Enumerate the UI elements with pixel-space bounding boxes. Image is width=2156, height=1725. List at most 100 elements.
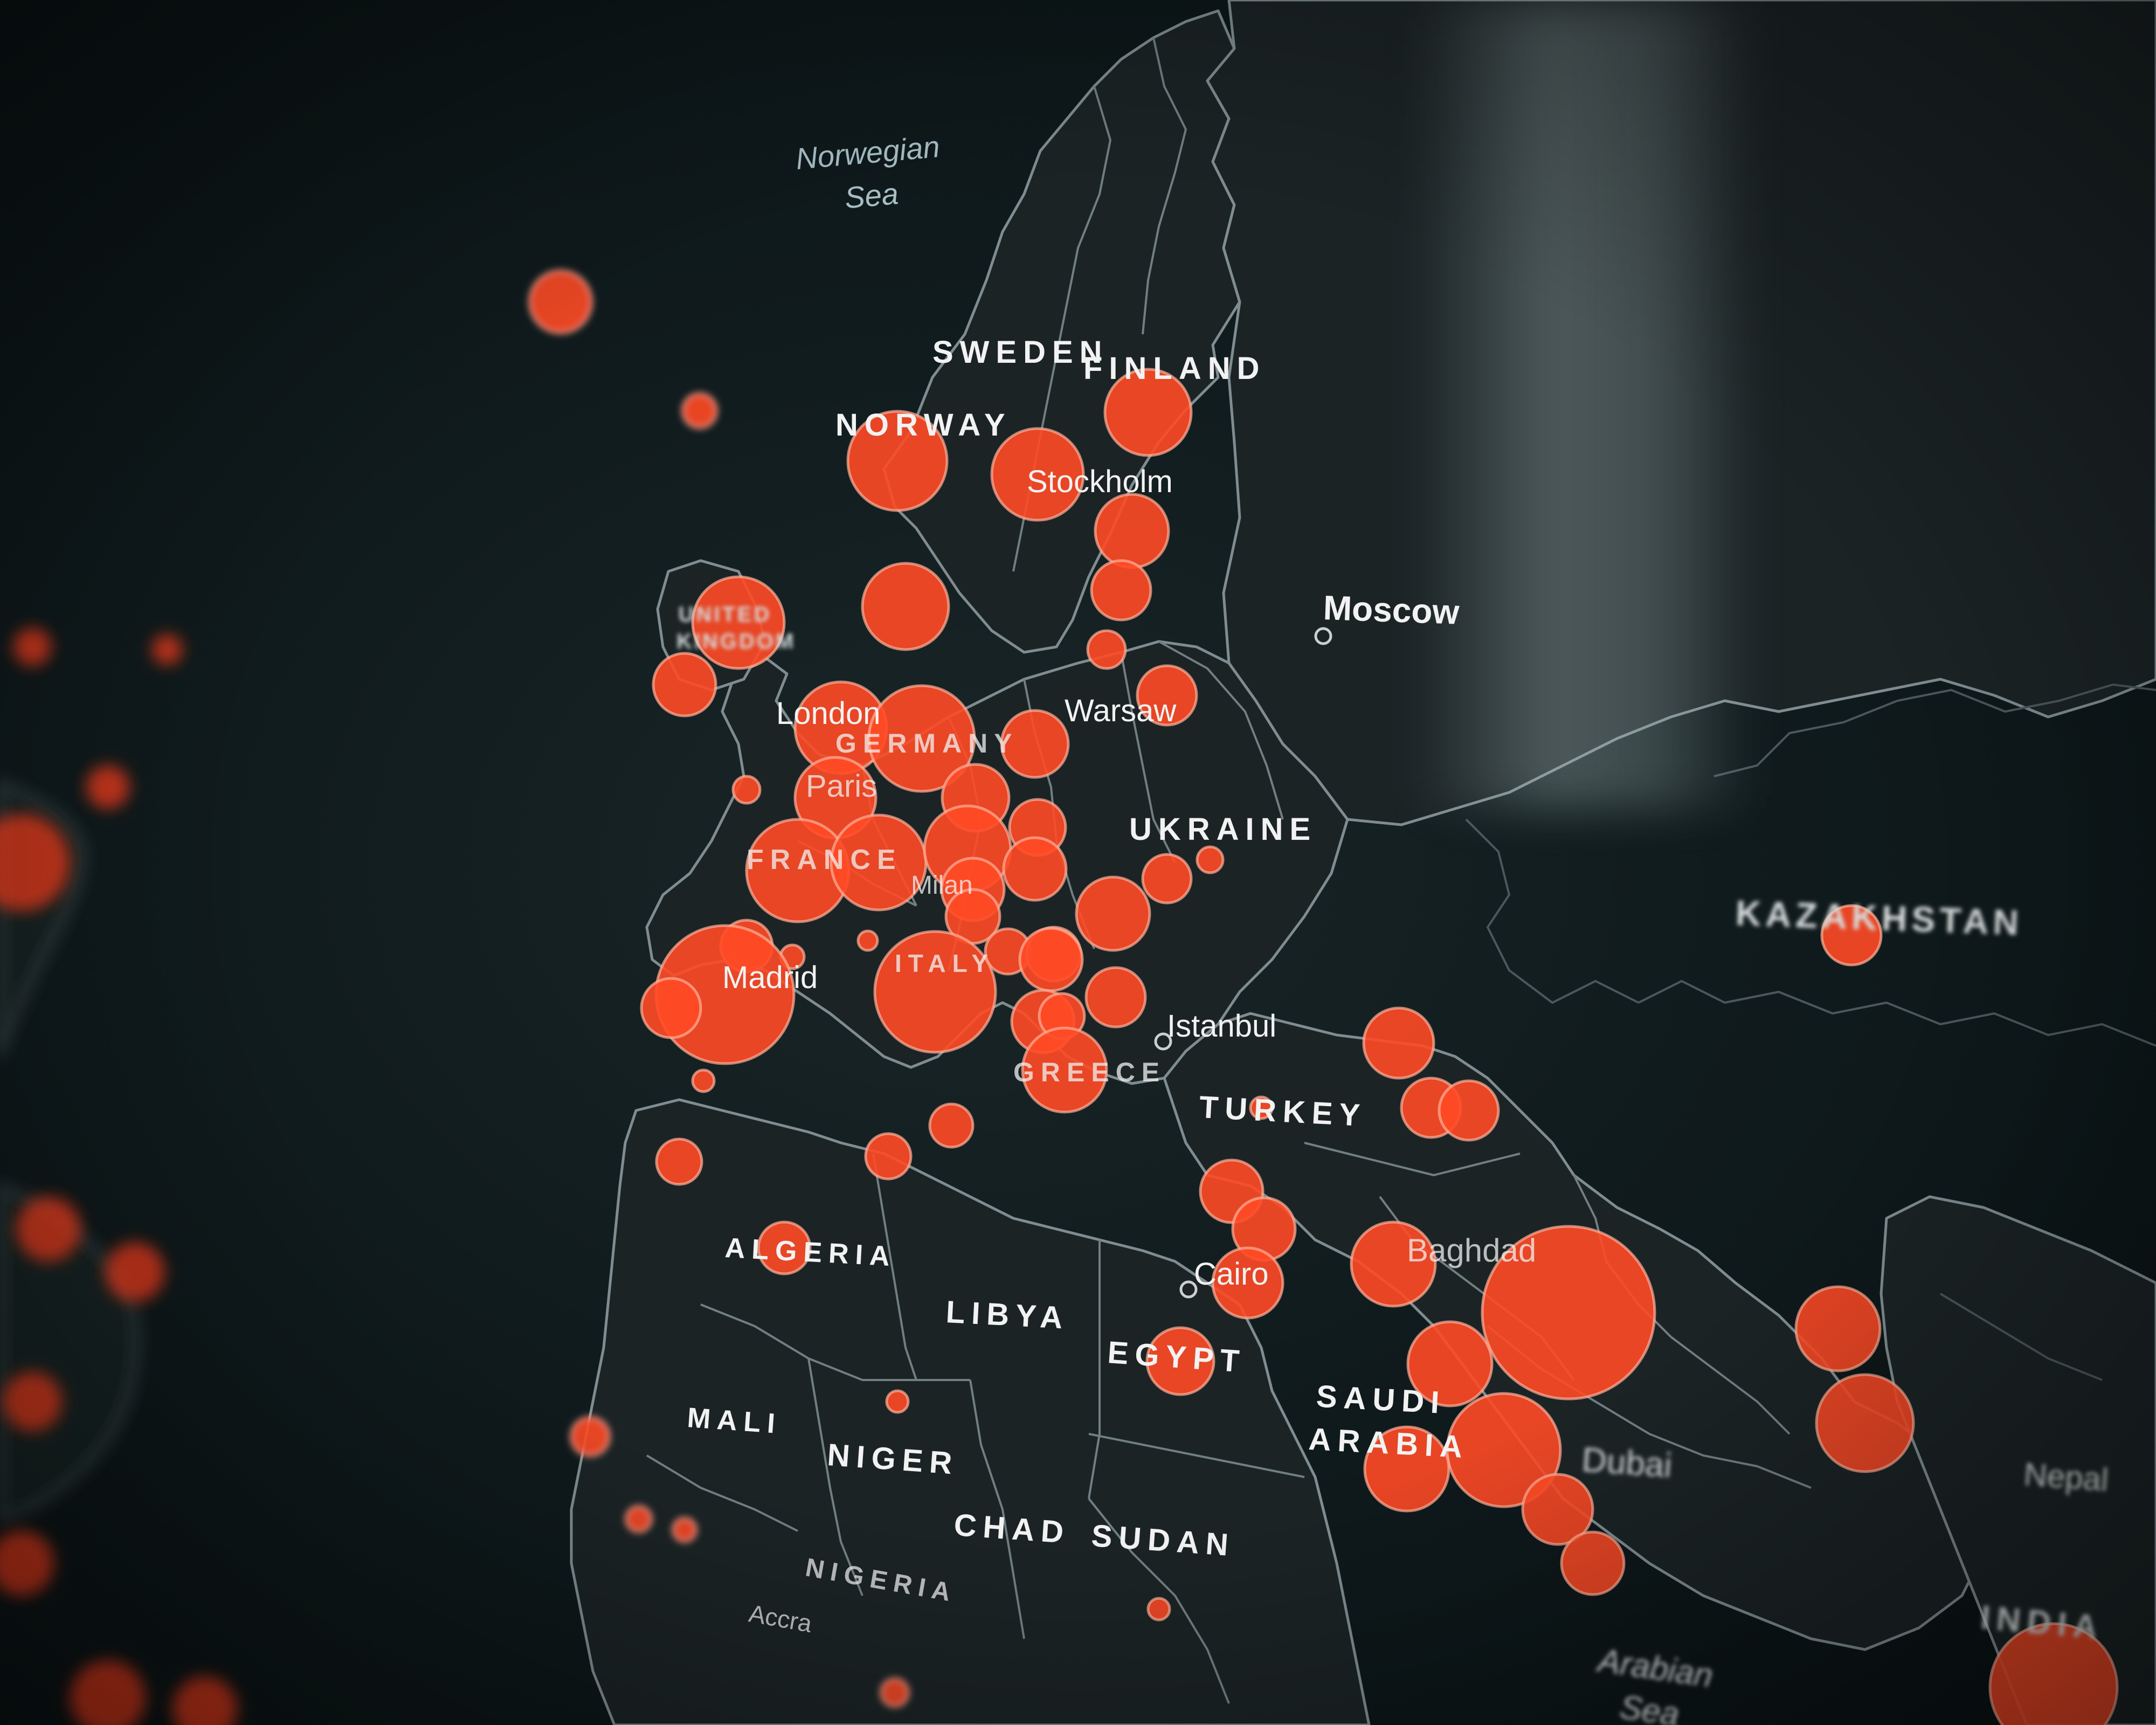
label-france: FRANCE (747, 844, 902, 875)
cairo-marker[interactable] (1179, 1280, 1198, 1299)
data-bubble[interactable] (1820, 904, 1883, 967)
data-bubble[interactable] (864, 1132, 913, 1181)
data-bubble[interactable] (1075, 875, 1151, 952)
label-nepal: Nepal (2022, 1456, 2110, 1498)
data-bubble[interactable] (1446, 1392, 1562, 1508)
label-saudi-arabia: SAUDI ARABIA (1308, 1375, 1473, 1469)
data-bubble[interactable] (1211, 1246, 1284, 1320)
istanbul-marker[interactable] (1154, 1032, 1172, 1051)
data-bubble[interactable] (861, 562, 950, 651)
data-bubble[interactable] (1362, 1006, 1435, 1080)
label-london: London (776, 696, 881, 731)
label-greece: GREECE (1013, 1057, 1166, 1087)
moscow-marker[interactable] (1314, 627, 1332, 645)
data-bubble[interactable] (879, 1677, 910, 1708)
label-istanbul: Istanbul (1167, 1009, 1277, 1044)
data-bubble[interactable] (86, 765, 129, 809)
data-bubble[interactable] (1249, 1095, 1274, 1120)
data-bubble[interactable] (1794, 1285, 1882, 1372)
data-bubble[interactable] (1136, 664, 1198, 727)
data-bubble[interactable] (13, 628, 51, 666)
data-bubble[interactable] (1815, 1373, 1915, 1473)
data-bubble[interactable] (691, 575, 786, 670)
label-cairo: Cairo (1194, 1257, 1269, 1292)
label-libya: LIBYA (945, 1294, 1070, 1336)
data-bubble[interactable] (691, 1068, 716, 1093)
data-bubble[interactable] (0, 1531, 54, 1596)
data-bubble[interactable] (1438, 1079, 1500, 1142)
data-bubble[interactable] (1196, 845, 1225, 874)
label-milan: Milan (911, 871, 973, 900)
data-bubble[interactable] (1481, 1225, 1656, 1400)
data-bubble[interactable] (1146, 1597, 1171, 1622)
data-bubble[interactable] (1141, 853, 1193, 905)
label-paris: Paris (806, 769, 877, 804)
data-bubble[interactable] (1018, 927, 1084, 992)
data-bubble[interactable] (652, 652, 717, 717)
case-bubbles (0, 269, 2119, 1725)
data-bubble[interactable] (1021, 1026, 1108, 1114)
data-bubble[interactable] (1000, 709, 1070, 779)
label-ukraine: UKRAINE (1129, 812, 1317, 847)
data-bubble[interactable] (885, 1389, 910, 1414)
data-bubble[interactable] (990, 427, 1085, 522)
data-bubble[interactable] (624, 1505, 653, 1534)
data-bubble[interactable] (16, 1197, 81, 1261)
label-norway: NORWAY (835, 408, 1012, 443)
data-bubble[interactable] (873, 930, 997, 1054)
data-bubble[interactable] (867, 684, 976, 793)
data-bubble[interactable] (1350, 1220, 1437, 1308)
data-bubble[interactable] (928, 1102, 975, 1149)
scandinavia-landmass (882, 9, 1241, 654)
label-germany: GERMANY (835, 728, 1019, 758)
data-bubble[interactable] (1090, 559, 1152, 622)
data-bubble[interactable] (1084, 966, 1147, 1029)
data-bubble[interactable] (640, 977, 702, 1039)
data-bubble[interactable] (105, 1243, 164, 1302)
label-stockholm: Stockholm (1027, 464, 1173, 499)
label-united-kingdom: UNITED KINGDOM (676, 603, 796, 653)
label-saudi-line1: SAUDI (1315, 1378, 1447, 1421)
label-dubai: Dubai (1580, 1440, 1674, 1485)
russia-kazakhstan-landmass (1206, 0, 2156, 1047)
label-warsaw: Warsaw (1065, 693, 1177, 728)
data-bubble[interactable] (152, 634, 182, 665)
label-sweden: SWEDEN (932, 335, 1109, 370)
data-bubble[interactable] (1363, 1425, 1450, 1513)
data-bubble[interactable] (1406, 1320, 1494, 1407)
label-italy: ITALY (895, 949, 995, 977)
label-baghdad: Baghdad (1407, 1232, 1537, 1268)
label-madrid: Madrid (722, 960, 818, 995)
label-arabian-sea: Arabian Sea (1590, 1639, 1716, 1725)
data-bubble[interactable] (757, 1220, 812, 1275)
data-bubble[interactable] (3, 1372, 62, 1431)
data-bubble[interactable] (1002, 836, 1068, 902)
label-norwegian-sea: Norwegian Sea (794, 125, 945, 224)
data-bubble[interactable] (569, 1416, 611, 1458)
label-moscow: Moscow (1322, 588, 1460, 632)
data-bubble[interactable] (1988, 1622, 2119, 1725)
data-bubble[interactable] (1145, 1326, 1215, 1396)
label-finland: FINLAND (1083, 351, 1266, 386)
data-bubble[interactable] (681, 392, 718, 430)
data-bubble[interactable] (1094, 493, 1170, 569)
data-bubble[interactable] (731, 775, 762, 805)
data-bubble[interactable] (528, 269, 593, 335)
data-bubble[interactable] (0, 814, 70, 911)
city-markers (1154, 627, 1332, 1299)
data-bubble[interactable] (671, 1516, 698, 1543)
data-bubble[interactable] (846, 410, 949, 512)
screen-glare (1412, 0, 1757, 809)
data-bubble[interactable] (172, 1676, 237, 1725)
label-saudi-line2: ARABIA (1308, 1421, 1470, 1465)
data-bubble[interactable] (856, 929, 879, 952)
data-bubble[interactable] (1086, 629, 1127, 670)
data-bubble[interactable] (1103, 368, 1193, 457)
data-bubble[interactable] (655, 1137, 703, 1186)
data-bubble[interactable] (70, 1660, 146, 1725)
data-bubble[interactable] (1521, 1473, 1594, 1546)
label-mali: MALI (686, 1402, 783, 1440)
data-bubble[interactable] (1560, 1530, 1626, 1596)
